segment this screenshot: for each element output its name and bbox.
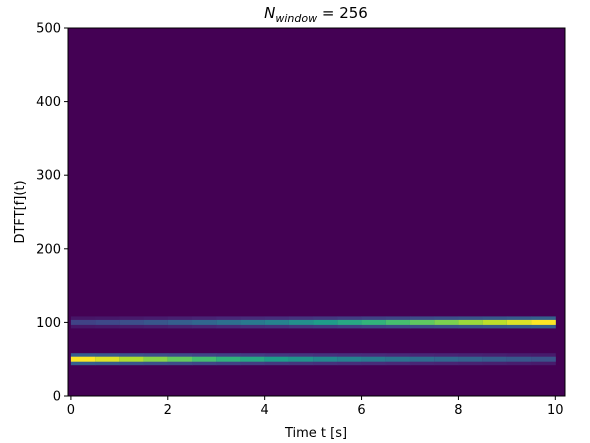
band-cell [409, 319, 435, 325]
band-cell [264, 319, 290, 325]
band-cell [216, 319, 241, 325]
band-cell [482, 319, 508, 325]
band-cell [167, 319, 193, 325]
y-axis-label: DTFT[f](t) [13, 180, 28, 243]
band-cell [385, 319, 411, 325]
band-cell [119, 319, 145, 325]
band-cell [434, 319, 459, 325]
band-cell [337, 319, 363, 325]
band-cell [337, 356, 363, 362]
y-tick-label: 100 [36, 316, 61, 331]
x-tick-label: 2 [164, 403, 172, 418]
x-tick-label: 8 [454, 403, 462, 418]
y-tick-label: 200 [36, 242, 61, 257]
band-cell [70, 356, 96, 362]
y-tick-label: 500 [36, 22, 61, 37]
band-cell [409, 356, 435, 362]
x-axis-label: Time t [s] [284, 426, 347, 441]
title-main: N [264, 4, 275, 22]
x-tick-label: 4 [261, 403, 269, 418]
band-cell [143, 356, 169, 362]
x-tick-label: 6 [357, 403, 365, 418]
band-cell [506, 356, 532, 362]
y-tick-label: 300 [36, 169, 61, 184]
band-cell [458, 356, 484, 362]
band-cell [531, 356, 556, 362]
band-cell [240, 356, 266, 362]
chart-title: Nwindow = 256 [264, 4, 368, 25]
x-tick-label: 0 [67, 403, 75, 418]
band-cell [385, 356, 411, 362]
band-cell [192, 319, 217, 325]
band-cell [192, 356, 217, 362]
y-tick-label: 0 [53, 390, 61, 405]
band-cell [216, 356, 241, 362]
band-cell [119, 356, 145, 362]
band-cell [240, 319, 266, 325]
band-cell [434, 356, 459, 362]
band-cell [458, 319, 484, 325]
band-cell [531, 319, 556, 325]
band-cell [361, 356, 387, 362]
band-cell [143, 319, 169, 325]
band-cell [95, 319, 120, 325]
y-tick-label: 400 [36, 95, 61, 110]
band-cell [313, 356, 338, 362]
x-tick-label: 10 [547, 403, 564, 418]
band-cell [264, 356, 290, 362]
band-cell [482, 356, 508, 362]
band-cell [288, 356, 314, 362]
title-rest: = 256 [317, 4, 368, 22]
plot-background [68, 28, 565, 396]
title-sub: window [275, 12, 317, 25]
band-cell [313, 319, 338, 325]
band-cell [506, 319, 532, 325]
band-cell [361, 319, 387, 325]
band-cell [70, 319, 96, 325]
band-cell [95, 356, 120, 362]
band-cell [167, 356, 193, 362]
plot-frame [67, 27, 566, 397]
band-cell [288, 319, 314, 325]
